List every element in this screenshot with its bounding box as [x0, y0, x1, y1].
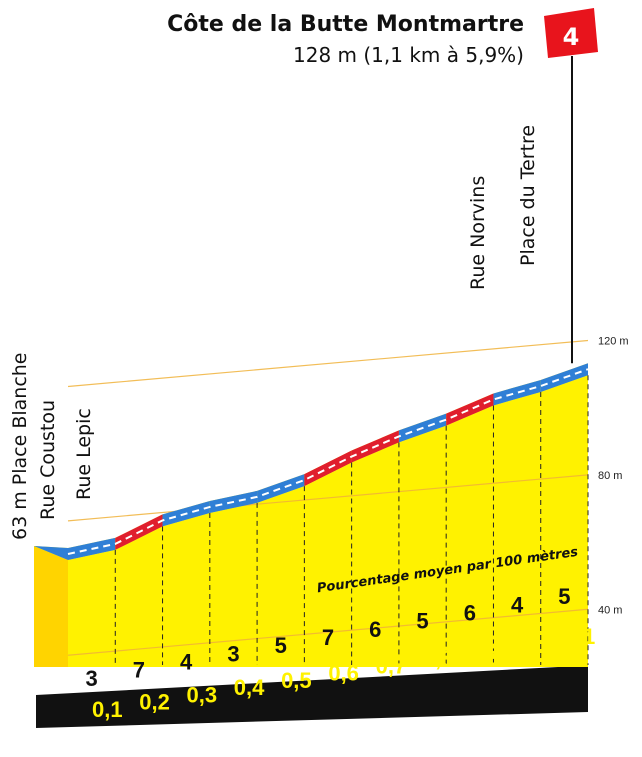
road-segment — [34, 546, 68, 560]
elevation-tick-label: 120 m — [598, 335, 629, 347]
road-segment — [257, 474, 305, 503]
summit-flag — [544, 8, 598, 58]
segment-gradient-label: 5 — [275, 633, 287, 658]
segment-gradient-label: 5 — [558, 584, 570, 609]
elevation-gridline — [67, 474, 589, 522]
elevation-tick-label: 80 m — [598, 470, 622, 482]
distance-tick-label: 0,2 — [139, 690, 170, 715]
profile-side-face — [34, 546, 68, 667]
place-label: Rue Coustou — [37, 400, 59, 520]
segment-gradient-label: 3 — [227, 641, 239, 666]
place-label: Place du Tertre — [517, 125, 539, 266]
distance-tick-label: 0,9 — [470, 639, 501, 664]
distance-tick-label: 1 — [527, 632, 539, 657]
segment-gradient-label: 6 — [464, 600, 476, 625]
distance-tick-label: 0,1 — [92, 697, 123, 722]
segment-dividers — [114, 375, 589, 665]
place-label: Rue Norvins — [467, 176, 489, 290]
elevation-tick-label: 40 m — [598, 604, 622, 616]
distance-tick-label: 0,4 — [234, 675, 265, 700]
segment-gradient-label: 4 — [511, 592, 524, 617]
road-segment — [493, 380, 541, 406]
segment-gradient-label: 5 — [416, 609, 428, 634]
segment-gradient-label: 3 — [86, 666, 98, 691]
climb-number-label: 4 — [563, 23, 580, 51]
distance-tick-label: 0,8 — [423, 646, 454, 671]
distance-tick-label: 1,1 — [565, 624, 596, 649]
distance-tick-label: 0,3 — [187, 682, 218, 707]
place-label: Rue Lepic — [73, 408, 95, 500]
elevation-gridline — [67, 339, 589, 388]
climb-subtitle: 128 m (1,1 km à 5,9%) — [293, 43, 524, 67]
segment-gradient-label: 7 — [322, 625, 334, 650]
road-centre-line — [67, 368, 589, 555]
profile-front-face — [68, 375, 588, 667]
profile-base — [36, 643, 588, 728]
distance-tick-label: 0,6 — [328, 661, 359, 686]
distance-tick-label: 0,7 — [376, 653, 407, 678]
elevation-gridline — [67, 608, 589, 656]
elevation-grid — [67, 339, 589, 656]
segment-gradient-label: 4 — [180, 650, 193, 675]
segment-gradient-label: 6 — [369, 617, 381, 642]
distance-tick-label: 0,5 — [281, 668, 312, 693]
road-ribbon — [34, 8, 598, 560]
place-label: 63 m Place Blanche — [9, 353, 31, 541]
climb-title: Côte de la Butte Montmartre — [167, 12, 524, 37]
road-segment — [304, 450, 352, 487]
segment-gradient-label: 7 — [133, 658, 145, 683]
road-segment — [446, 393, 494, 426]
